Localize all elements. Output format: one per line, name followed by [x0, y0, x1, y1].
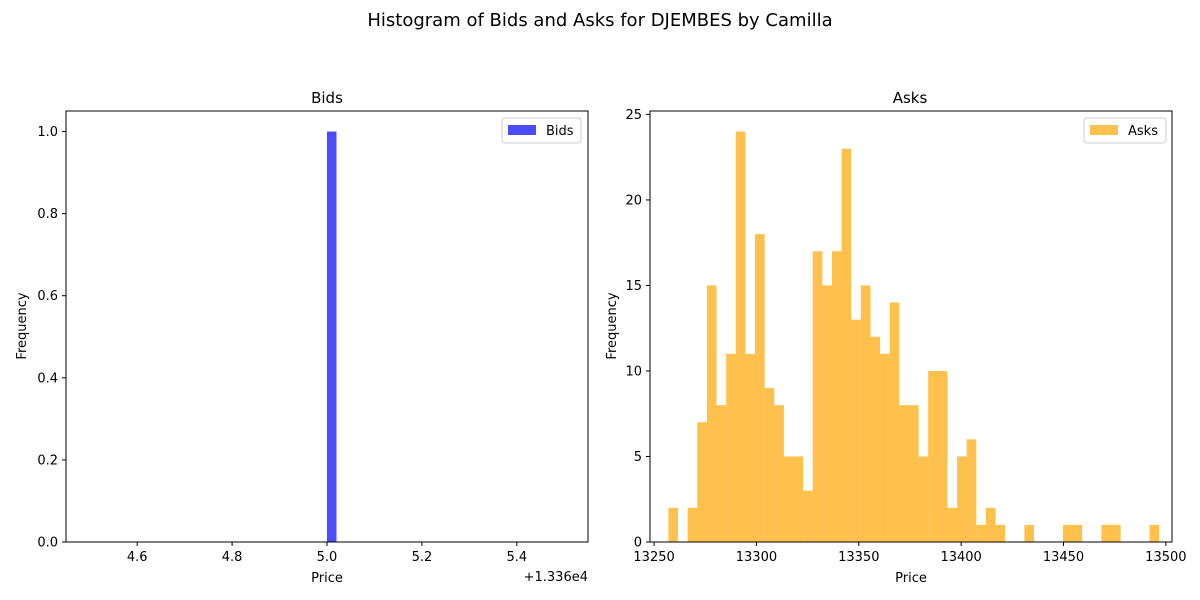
asks-x-axis-label: Price	[895, 571, 927, 586]
asks-legend-box	[1083, 117, 1167, 144]
bids-x-tick-label: 4.8	[222, 550, 243, 565]
asks-bar	[1072, 524, 1083, 542]
asks-y-tick-label: 15	[625, 279, 642, 294]
bids-y-tick-label: 0.4	[37, 371, 58, 386]
asks-bar	[822, 285, 832, 542]
asks-axes-frame	[649, 110, 1173, 543]
bids-panel: Bids 4.6 4.8 5.0 5.2 5.4 0.00.20.40.60.81.0 …	[15, 89, 589, 586]
asks-bar	[976, 524, 986, 542]
asks-bar	[716, 405, 727, 542]
asks-bar	[985, 507, 996, 542]
bids-x-tick-label: 5.2	[412, 550, 433, 565]
asks-bar	[735, 131, 746, 542]
asks-bar	[947, 507, 958, 542]
asks-bar	[880, 353, 890, 542]
asks-bar	[1149, 524, 1160, 542]
asks-x-axis: 13250 13300 13350 13400 13450 13500	[633, 542, 1187, 565]
bids-bar	[327, 131, 337, 542]
asks-legend-swatch	[1090, 125, 1118, 135]
asks-bar	[1024, 524, 1035, 542]
asks-bar	[1101, 524, 1111, 542]
asks-y-tick-label: 0	[634, 536, 642, 551]
asks-bar	[697, 422, 707, 542]
bids-y-tick-label: 0.8	[37, 207, 58, 222]
asks-bar	[755, 234, 765, 542]
asks-bar	[803, 490, 813, 542]
asks-x-tick-label: 13350	[838, 550, 879, 565]
bids-x-tick-label: 5.4	[506, 550, 527, 565]
asks-bar	[726, 353, 736, 542]
asks-bar	[860, 285, 871, 542]
asks-bar	[995, 524, 1006, 542]
asks-x-tick-label: 13450	[1043, 550, 1084, 565]
asks-bar	[1110, 524, 1121, 542]
bids-y-tick-label: 0.6	[37, 289, 58, 304]
asks-x-tick-label: 13300	[736, 550, 777, 565]
bids-x-tick-label: 4.6	[127, 550, 148, 565]
asks-bar	[851, 319, 861, 542]
asks-y-tick-label: 20	[625, 193, 642, 208]
asks-bar	[908, 405, 919, 542]
bids-y-axis-label: Frequency	[15, 292, 30, 359]
bids-legend-box	[501, 117, 582, 144]
asks-bar	[870, 336, 881, 542]
asks-title: Asks	[893, 89, 928, 107]
asks-bars	[668, 131, 1160, 542]
bids-y-axis: 0.0 0.2 0.4 0.6 0.8 1.0	[37, 125, 66, 551]
asks-bar	[937, 370, 948, 542]
asks-y-tick-label: 10	[625, 364, 642, 379]
asks-x-tick-label: 13250	[633, 550, 674, 565]
asks-bar	[841, 148, 852, 542]
bids-legend-swatch	[508, 125, 536, 135]
asks-bar	[764, 388, 775, 542]
asks-bar	[966, 439, 977, 542]
bids-y-tick-label: 1.0	[37, 125, 58, 140]
asks-bar	[668, 507, 679, 542]
bids-x-axis-label: Price	[311, 571, 343, 586]
asks-bar	[706, 285, 717, 542]
asks-bar	[745, 353, 756, 542]
asks-y-tick-label: 5	[634, 450, 642, 465]
asks-y-axis-label: Frequency	[605, 292, 620, 359]
asks-panel: Asks 13250 13300 13350 13400 13450 13500 0 5 10…	[605, 89, 1187, 586]
asks-bar	[687, 507, 698, 542]
bids-x-tick-label: 5.0	[317, 550, 338, 565]
asks-bar	[812, 251, 823, 542]
bids-x-offset-label: +1.336e4	[524, 570, 588, 585]
bids-bars	[327, 131, 337, 542]
bids-x-axis: 4.6 4.8 5.0 5.2 5.4	[127, 542, 527, 565]
bids-legend-label: Bids	[546, 124, 574, 139]
asks-bar	[783, 456, 794, 542]
asks-bar	[831, 251, 842, 542]
asks-bar	[957, 456, 967, 542]
asks-legend: Asks	[1083, 117, 1167, 144]
bids-y-tick-label: 0.2	[37, 453, 58, 468]
asks-bar	[889, 302, 900, 542]
asks-bar	[899, 405, 909, 542]
asks-y-axis: 0 5 10 15 20 25	[625, 108, 650, 551]
bids-legend: Bids	[501, 117, 582, 144]
asks-legend-label: Asks	[1128, 124, 1158, 139]
figure-title: Histogram of Bids and Asks for DJEMBES b…	[367, 10, 832, 31]
asks-x-tick-label: 13400	[940, 550, 981, 565]
asks-y-tick-label: 25	[625, 108, 642, 123]
bids-title: Bids	[311, 89, 343, 107]
bids-y-tick-label: 0.0	[37, 536, 58, 551]
asks-bar	[1062, 524, 1073, 542]
asks-bar	[928, 370, 938, 542]
asks-bar	[774, 405, 784, 542]
asks-bar	[918, 456, 929, 542]
asks-x-tick-label: 13500	[1145, 550, 1186, 565]
asks-bar	[793, 456, 804, 542]
